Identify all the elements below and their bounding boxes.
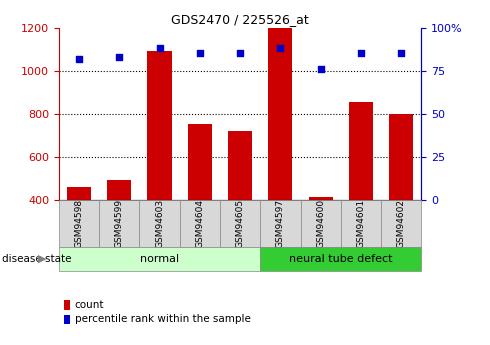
Text: GSM94605: GSM94605 <box>236 199 245 248</box>
Bar <box>67 187 91 200</box>
Bar <box>260 247 421 271</box>
Text: percentile rank within the sample: percentile rank within the sample <box>75 315 251 324</box>
Text: GSM94601: GSM94601 <box>356 199 366 248</box>
Text: GSM94600: GSM94600 <box>316 199 325 248</box>
Point <box>317 66 324 72</box>
Bar <box>99 200 139 247</box>
Text: count: count <box>75 300 104 310</box>
Bar <box>228 131 252 200</box>
Bar <box>147 51 172 200</box>
Text: GSM94599: GSM94599 <box>115 199 124 248</box>
Bar <box>349 102 373 200</box>
Bar <box>220 200 260 247</box>
Bar <box>381 200 421 247</box>
Bar <box>59 200 99 247</box>
Text: neural tube defect: neural tube defect <box>289 254 392 264</box>
Bar <box>309 197 333 200</box>
Bar <box>260 200 300 247</box>
Point <box>397 51 405 56</box>
Bar <box>389 114 414 200</box>
Bar <box>300 200 341 247</box>
Title: GDS2470 / 225526_at: GDS2470 / 225526_at <box>171 13 309 27</box>
Point <box>115 54 123 60</box>
Text: GSM94597: GSM94597 <box>276 199 285 248</box>
Bar <box>180 200 220 247</box>
Text: ▶: ▶ <box>38 254 47 264</box>
Point <box>196 51 204 56</box>
Text: normal: normal <box>140 254 179 264</box>
Bar <box>341 200 381 247</box>
Point <box>357 51 365 56</box>
Point <box>276 46 284 51</box>
Bar <box>59 247 260 271</box>
Bar <box>139 200 180 247</box>
Text: GSM94598: GSM94598 <box>74 199 83 248</box>
Bar <box>188 124 212 200</box>
Point <box>156 46 164 51</box>
Point <box>236 51 244 56</box>
Text: GSM94603: GSM94603 <box>155 199 164 248</box>
Text: disease state: disease state <box>2 254 72 264</box>
Text: GSM94602: GSM94602 <box>397 199 406 248</box>
Point <box>75 56 83 61</box>
Bar <box>107 180 131 200</box>
Text: GSM94604: GSM94604 <box>196 199 204 248</box>
Bar <box>269 28 293 200</box>
